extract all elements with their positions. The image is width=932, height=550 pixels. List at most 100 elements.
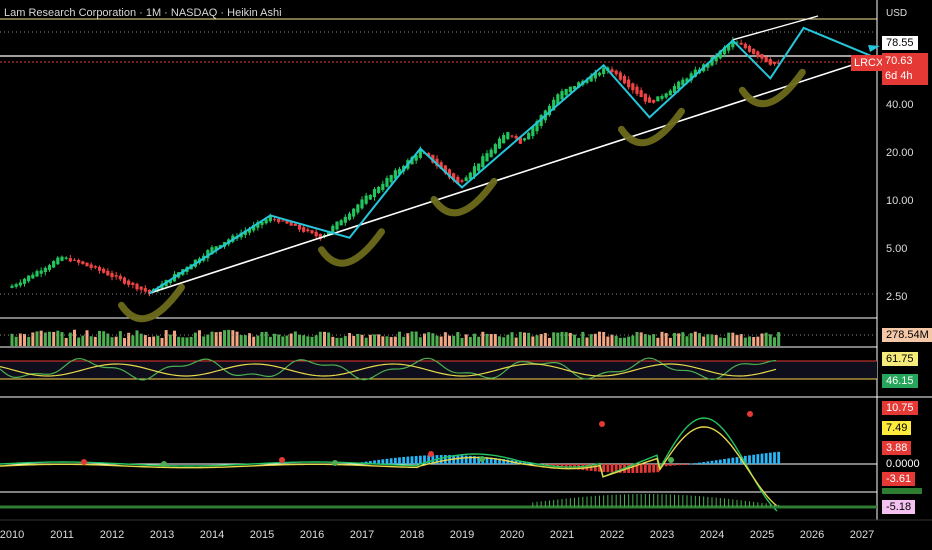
volume-bar <box>473 333 476 346</box>
time-tick-label: 2026 <box>800 529 824 541</box>
volume-bar <box>289 333 293 346</box>
candle-body <box>85 262 89 267</box>
candle <box>735 40 739 44</box>
volume-bar <box>364 337 368 346</box>
volume-bar <box>302 335 306 346</box>
candle-body <box>397 168 402 175</box>
macd-hist-bar <box>552 464 556 467</box>
candle <box>14 282 18 289</box>
candle-body <box>277 218 281 223</box>
candle-body <box>352 208 356 217</box>
volume-bar <box>523 332 526 346</box>
macd-hist-bar <box>743 455 747 464</box>
volume-bar <box>131 335 135 346</box>
candle <box>527 131 531 140</box>
macd-hist-bar <box>410 456 414 464</box>
smile-curve <box>118 283 185 323</box>
macd-hist-bar <box>727 458 731 464</box>
candle <box>256 219 260 231</box>
macd-hist-bar <box>389 458 393 464</box>
candle <box>347 211 352 221</box>
smile-curve <box>738 68 806 108</box>
volume-bar <box>573 334 576 346</box>
currency-label[interactable]: USD <box>886 8 908 19</box>
volume-bar <box>398 331 401 346</box>
candle-body <box>77 259 81 263</box>
volume-bar <box>64 337 68 346</box>
volume-bar <box>693 331 697 346</box>
candle-body <box>656 96 660 102</box>
macd-hist-bar <box>593 464 597 472</box>
candle-body <box>477 163 481 171</box>
volume-bar <box>556 332 560 346</box>
volume-bar <box>481 331 485 346</box>
candle <box>656 96 660 102</box>
candle <box>122 276 127 285</box>
osc-bar-tag <box>882 488 922 494</box>
support-trendline <box>149 55 881 295</box>
time-axis[interactable]: 2010 2011 2012 2013 2014 2015 2016 2017 2018 2019… <box>0 529 874 541</box>
candle <box>85 262 89 267</box>
macd-hist-bar <box>556 464 560 467</box>
candle-body <box>756 51 760 57</box>
candle-body <box>97 266 102 271</box>
volume-bar <box>68 332 72 346</box>
rsi-upper-tag: 61.75 <box>882 352 918 366</box>
candle-body <box>506 132 510 140</box>
time-tick-label: 2020 <box>500 529 524 541</box>
candle <box>302 224 306 233</box>
candle-body <box>381 183 385 190</box>
price-axis[interactable]: 2.50 5.00 10.00 20.00 40.00 <box>886 99 914 303</box>
candle <box>335 221 339 231</box>
candle-body <box>243 230 247 235</box>
volume-bar <box>748 336 751 346</box>
candle-body <box>593 72 597 79</box>
volume-bar <box>73 329 76 346</box>
volume-bar <box>639 332 643 346</box>
volume-bar <box>448 335 451 346</box>
volume-bar <box>652 334 656 346</box>
volume-tag: 278.54M <box>882 328 932 342</box>
time-tick-label: 2024 <box>700 529 724 541</box>
volume-bar <box>210 331 214 346</box>
volume-bar <box>281 336 285 346</box>
time-tick-label: 2011 <box>50 529 74 541</box>
candle <box>489 147 493 158</box>
macd-hist-bar <box>493 458 497 464</box>
candle-body <box>468 172 472 180</box>
candle-body <box>602 68 606 75</box>
candle-body <box>472 166 477 176</box>
candle-body <box>385 178 389 187</box>
candle-body <box>293 223 297 226</box>
candle-body <box>547 105 552 116</box>
candle <box>739 39 743 46</box>
candle-body <box>647 97 652 103</box>
macd-hist-bar <box>706 461 710 464</box>
candle <box>131 281 135 289</box>
volume-bar <box>768 334 772 346</box>
volume-bar <box>423 333 426 346</box>
volume-bar <box>273 333 276 346</box>
candle-body <box>622 75 627 84</box>
candle-body <box>531 126 535 137</box>
candle <box>643 93 647 105</box>
volume-bar <box>285 335 289 346</box>
candle-body <box>364 195 368 204</box>
candle-body <box>485 153 489 162</box>
candle-body <box>252 225 256 231</box>
volume-bar <box>648 335 651 346</box>
candle-body <box>727 43 731 51</box>
macd-hist-bar <box>381 459 385 464</box>
smile-curve <box>430 177 498 217</box>
candle-body <box>772 61 777 64</box>
volume-bar <box>477 336 481 346</box>
volume-bar <box>81 335 85 346</box>
macd-hist-bar <box>427 455 431 464</box>
candle-body <box>456 176 460 184</box>
rsi-signal-line <box>0 363 777 377</box>
candle-body <box>418 149 422 158</box>
candle-body <box>314 231 318 237</box>
volume-bar <box>127 332 131 346</box>
candle <box>610 66 614 75</box>
